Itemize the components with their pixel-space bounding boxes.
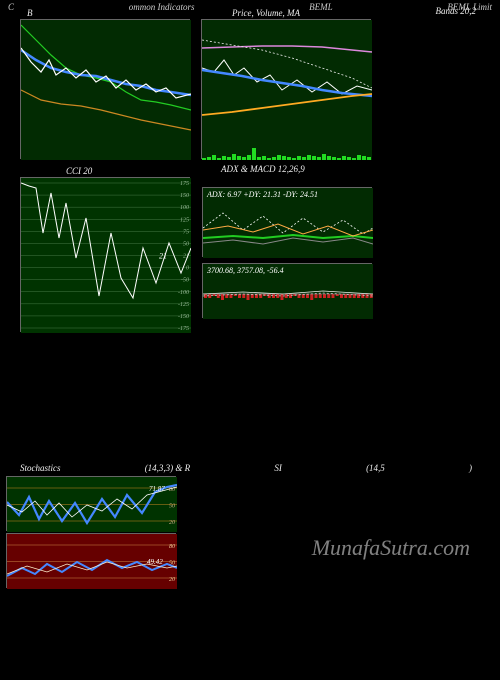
stoch-top-chart: 80502071.87 bbox=[7, 477, 177, 532]
stoch-bot-panel: 80502049.42 bbox=[6, 533, 176, 588]
stoch-title-right: (14,5 bbox=[366, 463, 385, 473]
svg-text:-150: -150 bbox=[178, 314, 189, 320]
price-ma-chart bbox=[202, 20, 372, 160]
svg-text:75: 75 bbox=[183, 229, 189, 235]
hdr-mid: ommon Indicators bbox=[129, 2, 195, 12]
price-ma-title: Price, Volume, MA bbox=[232, 8, 300, 18]
stoch-title-paren: ) bbox=[469, 463, 472, 473]
cci-title: CCI 20 bbox=[66, 166, 92, 176]
svg-text:100: 100 bbox=[180, 205, 189, 211]
svg-text:20: 20 bbox=[169, 520, 175, 526]
svg-text:-175: -175 bbox=[178, 326, 189, 332]
bollinger-title-right: Bands 20,2 bbox=[436, 6, 477, 16]
cci-chart: 1751501001257550210-50-100-125-150-17521 bbox=[21, 178, 191, 333]
svg-text:20: 20 bbox=[169, 577, 175, 583]
svg-text:-125: -125 bbox=[178, 302, 189, 308]
cci-panel: CCI 20 1751501001257550210-50-100-125-15… bbox=[20, 177, 190, 332]
svg-text:49.42: 49.42 bbox=[147, 558, 163, 566]
svg-text:-100: -100 bbox=[178, 290, 189, 296]
hdr-sym: BEML bbox=[309, 2, 333, 12]
hdr-c: C bbox=[8, 2, 14, 12]
stoch-header: Stochastics (14,3,3) & R SI (14,5 ) bbox=[0, 463, 480, 475]
svg-text:71.87: 71.87 bbox=[149, 485, 165, 493]
svg-text:50: 50 bbox=[169, 504, 175, 510]
stoch-title-si: SI bbox=[274, 463, 282, 473]
svg-text:80: 80 bbox=[169, 544, 175, 550]
price-ma-panel: Price, Volume, MA bbox=[201, 19, 371, 159]
svg-text:0: 0 bbox=[186, 266, 189, 272]
adx-panel: ADX: 6.97 +DY: 21.31 -DY: 24.51 bbox=[202, 187, 372, 257]
svg-text:175: 175 bbox=[180, 181, 189, 187]
stoch-title-mid: (14,3,3) & R bbox=[145, 463, 191, 473]
bollinger-panel: B bbox=[20, 19, 190, 159]
stoch-top-panel: 80502071.87 bbox=[6, 476, 176, 531]
svg-text:150: 150 bbox=[180, 193, 189, 199]
svg-text:-50: -50 bbox=[181, 278, 189, 284]
bollinger-title-left: B bbox=[27, 8, 33, 18]
stoch-title-left: Stochastics bbox=[20, 463, 61, 473]
stoch-bot-chart: 80502049.42 bbox=[7, 534, 177, 589]
watermark: MunafaSutra.com bbox=[312, 535, 470, 561]
svg-text:21: 21 bbox=[159, 252, 167, 261]
svg-text:125: 125 bbox=[180, 217, 189, 223]
macd-values: 3700.68, 3757.08, -56.4 bbox=[207, 266, 284, 275]
adx-macd-title: ADX & MACD 12,26,9 bbox=[221, 164, 391, 174]
svg-text:50: 50 bbox=[183, 241, 189, 247]
bollinger-chart bbox=[21, 20, 191, 160]
macd-panel: 3700.68, 3757.08, -56.4 bbox=[202, 263, 372, 318]
adx-values: ADX: 6.97 +DY: 21.31 -DY: 24.51 bbox=[207, 190, 318, 199]
